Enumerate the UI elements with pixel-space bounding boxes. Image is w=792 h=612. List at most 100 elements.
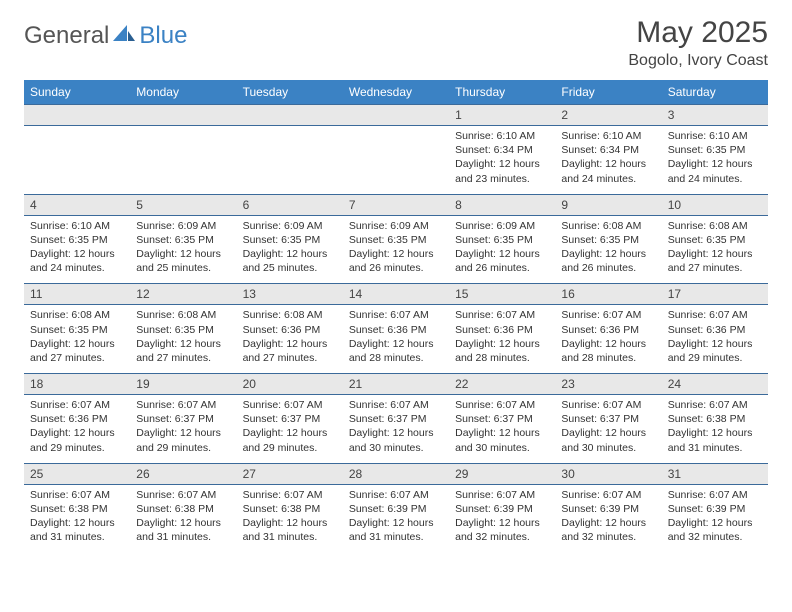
day-cell: Sunrise: 6:07 AMSunset: 6:36 PMDaylight:… <box>24 395 130 464</box>
daynum-row: 45678910 <box>24 194 768 215</box>
daylight1-text: Daylight: 12 hours <box>136 516 230 530</box>
daylight2-text: and 26 minutes. <box>455 261 549 275</box>
daylight2-text: and 24 minutes. <box>668 172 762 186</box>
daylight2-text: and 31 minutes. <box>668 441 762 455</box>
daylight2-text: and 30 minutes. <box>455 441 549 455</box>
daylight1-text: Daylight: 12 hours <box>561 516 655 530</box>
day-number: 30 <box>555 463 661 484</box>
sunrise-text: Sunrise: 6:09 AM <box>455 219 549 233</box>
sunrise-text: Sunrise: 6:07 AM <box>455 308 549 322</box>
day-number: 16 <box>555 284 661 305</box>
sunrise-text: Sunrise: 6:07 AM <box>455 488 549 502</box>
daylight2-text: and 31 minutes. <box>349 530 443 544</box>
location: Bogolo, Ivory Coast <box>628 52 768 70</box>
day-cell: Sunrise: 6:09 AMSunset: 6:35 PMDaylight:… <box>343 215 449 284</box>
day-cell: Sunrise: 6:07 AMSunset: 6:39 PMDaylight:… <box>449 484 555 552</box>
daylight1-text: Daylight: 12 hours <box>668 426 762 440</box>
day-number <box>24 105 130 126</box>
sunrise-text: Sunrise: 6:10 AM <box>30 219 124 233</box>
day-number: 29 <box>449 463 555 484</box>
daylight2-text: and 31 minutes. <box>243 530 337 544</box>
sunset-text: Sunset: 6:35 PM <box>561 233 655 247</box>
day-number: 22 <box>449 374 555 395</box>
logo-part2: Blue <box>139 22 187 50</box>
sunset-text: Sunset: 6:35 PM <box>668 143 762 157</box>
daylight2-text: and 25 minutes. <box>136 261 230 275</box>
sunset-text: Sunset: 6:38 PM <box>136 502 230 516</box>
sunrise-text: Sunrise: 6:09 AM <box>136 219 230 233</box>
sunrise-text: Sunrise: 6:07 AM <box>561 398 655 412</box>
daynum-row: 11121314151617 <box>24 284 768 305</box>
sunrise-text: Sunrise: 6:07 AM <box>136 488 230 502</box>
dayname-row: Sunday Monday Tuesday Wednesday Thursday… <box>24 80 768 105</box>
sunset-text: Sunset: 6:37 PM <box>136 412 230 426</box>
daylight1-text: Daylight: 12 hours <box>30 337 124 351</box>
daylight2-text: and 32 minutes. <box>561 530 655 544</box>
day-cell: Sunrise: 6:10 AMSunset: 6:35 PMDaylight:… <box>24 215 130 284</box>
sunset-text: Sunset: 6:39 PM <box>561 502 655 516</box>
dayname: Sunday <box>24 80 130 105</box>
day-cell: Sunrise: 6:07 AMSunset: 6:38 PMDaylight:… <box>237 484 343 552</box>
sunset-text: Sunset: 6:38 PM <box>243 502 337 516</box>
daylight1-text: Daylight: 12 hours <box>349 247 443 261</box>
daylight1-text: Daylight: 12 hours <box>349 337 443 351</box>
day-number: 7 <box>343 194 449 215</box>
day-number: 25 <box>24 463 130 484</box>
day-cell <box>130 126 236 195</box>
daylight2-text: and 27 minutes. <box>136 351 230 365</box>
sunrise-text: Sunrise: 6:08 AM <box>30 308 124 322</box>
day-data-row: Sunrise: 6:10 AMSunset: 6:35 PMDaylight:… <box>24 215 768 284</box>
sunset-text: Sunset: 6:35 PM <box>30 323 124 337</box>
daylight2-text: and 28 minutes. <box>561 351 655 365</box>
logo-part1: General <box>24 22 109 50</box>
sunset-text: Sunset: 6:36 PM <box>455 323 549 337</box>
day-number: 27 <box>237 463 343 484</box>
sunset-text: Sunset: 6:36 PM <box>349 323 443 337</box>
sunrise-text: Sunrise: 6:09 AM <box>349 219 443 233</box>
daylight2-text: and 26 minutes. <box>349 261 443 275</box>
day-cell: Sunrise: 6:07 AMSunset: 6:38 PMDaylight:… <box>24 484 130 552</box>
day-cell: Sunrise: 6:09 AMSunset: 6:35 PMDaylight:… <box>449 215 555 284</box>
sunset-text: Sunset: 6:35 PM <box>136 233 230 247</box>
logo: General Blue <box>24 16 187 50</box>
day-cell: Sunrise: 6:09 AMSunset: 6:35 PMDaylight:… <box>130 215 236 284</box>
sunrise-text: Sunrise: 6:07 AM <box>561 308 655 322</box>
daylight1-text: Daylight: 12 hours <box>136 247 230 261</box>
day-cell: Sunrise: 6:07 AMSunset: 6:37 PMDaylight:… <box>237 395 343 464</box>
day-cell: Sunrise: 6:09 AMSunset: 6:35 PMDaylight:… <box>237 215 343 284</box>
daylight1-text: Daylight: 12 hours <box>561 337 655 351</box>
day-cell: Sunrise: 6:07 AMSunset: 6:38 PMDaylight:… <box>130 484 236 552</box>
day-cell: Sunrise: 6:07 AMSunset: 6:37 PMDaylight:… <box>130 395 236 464</box>
day-data-row: Sunrise: 6:07 AMSunset: 6:36 PMDaylight:… <box>24 395 768 464</box>
sunrise-text: Sunrise: 6:07 AM <box>30 398 124 412</box>
daylight1-text: Daylight: 12 hours <box>455 337 549 351</box>
day-number: 11 <box>24 284 130 305</box>
daylight1-text: Daylight: 12 hours <box>30 426 124 440</box>
day-data-row: Sunrise: 6:08 AMSunset: 6:35 PMDaylight:… <box>24 305 768 374</box>
sunset-text: Sunset: 6:36 PM <box>668 323 762 337</box>
daylight1-text: Daylight: 12 hours <box>668 516 762 530</box>
daylight1-text: Daylight: 12 hours <box>136 426 230 440</box>
day-number: 4 <box>24 194 130 215</box>
day-number: 24 <box>662 374 768 395</box>
dayname: Monday <box>130 80 236 105</box>
daylight2-text: and 23 minutes. <box>455 172 549 186</box>
day-cell <box>237 126 343 195</box>
sunrise-text: Sunrise: 6:08 AM <box>668 219 762 233</box>
day-number: 2 <box>555 105 661 126</box>
day-cell <box>343 126 449 195</box>
sunrise-text: Sunrise: 6:09 AM <box>243 219 337 233</box>
sunset-text: Sunset: 6:37 PM <box>455 412 549 426</box>
day-number: 26 <box>130 463 236 484</box>
day-number: 13 <box>237 284 343 305</box>
month-title: May 2025 <box>628 16 768 50</box>
day-number: 1 <box>449 105 555 126</box>
sunset-text: Sunset: 6:38 PM <box>668 412 762 426</box>
sunset-text: Sunset: 6:38 PM <box>30 502 124 516</box>
day-number: 10 <box>662 194 768 215</box>
day-cell: Sunrise: 6:08 AMSunset: 6:35 PMDaylight:… <box>130 305 236 374</box>
sunset-text: Sunset: 6:39 PM <box>349 502 443 516</box>
daylight2-text: and 28 minutes. <box>349 351 443 365</box>
day-cell: Sunrise: 6:07 AMSunset: 6:38 PMDaylight:… <box>662 395 768 464</box>
day-cell: Sunrise: 6:08 AMSunset: 6:35 PMDaylight:… <box>555 215 661 284</box>
